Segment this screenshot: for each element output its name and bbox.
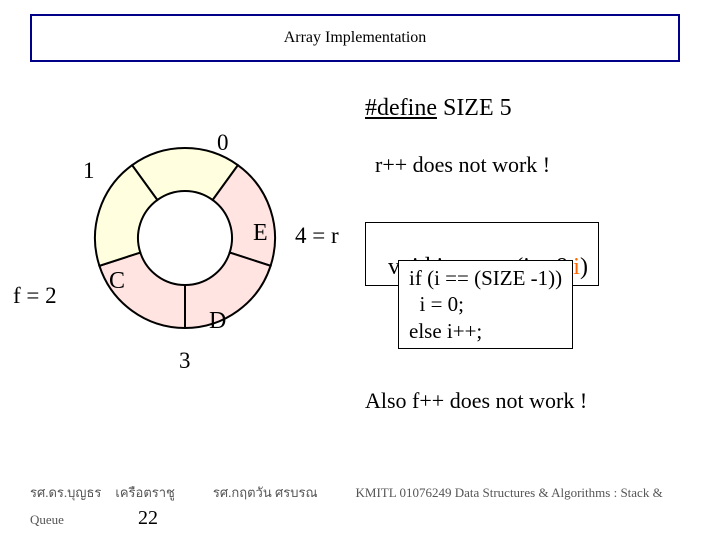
segment-letter: E — [253, 220, 268, 247]
index-label: 4 = r — [295, 223, 339, 249]
code-box-body: if (i == (SIZE -1)) i = 0; else i++; — [398, 260, 573, 349]
define-line: #define SIZE 5 — [365, 95, 512, 122]
footer-queue: Queue — [30, 512, 64, 528]
footer-course: KMITL 01076249 Data Structures & Algorit… — [356, 485, 663, 501]
footer-author2: รศ.กฤตวัน ศรบรณ — [213, 482, 318, 503]
sig-post: ) — [580, 254, 588, 280]
index-label: f = 2 — [13, 283, 57, 309]
define-keyword: #define — [365, 95, 437, 121]
segment-letter: D — [209, 308, 226, 335]
index-label: 1 — [83, 158, 95, 184]
index-label: 0 — [217, 130, 229, 156]
footer-author1: รศ.ดร.บุญธร — [30, 482, 101, 503]
sig-param: i — [573, 254, 580, 280]
define-rest: SIZE 5 — [437, 95, 512, 121]
ring-segment — [185, 253, 271, 328]
segment-letter: C — [109, 268, 125, 295]
page-title: Array Implementation — [284, 29, 427, 47]
index-label: 3 — [179, 348, 191, 374]
footer-author1b: เครือตราชู — [115, 482, 174, 503]
note-r-increment: r++ does not work ! — [375, 152, 550, 178]
slide-footer: รศ.ดร.บุญธร เครือตราชู รศ.กฤตวัน ศรบรณ K… — [30, 482, 690, 530]
note-f-increment: Also f++ does not work ! — [365, 388, 587, 414]
page-number: 22 — [138, 507, 158, 530]
title-banner: Array Implementation — [30, 14, 680, 62]
